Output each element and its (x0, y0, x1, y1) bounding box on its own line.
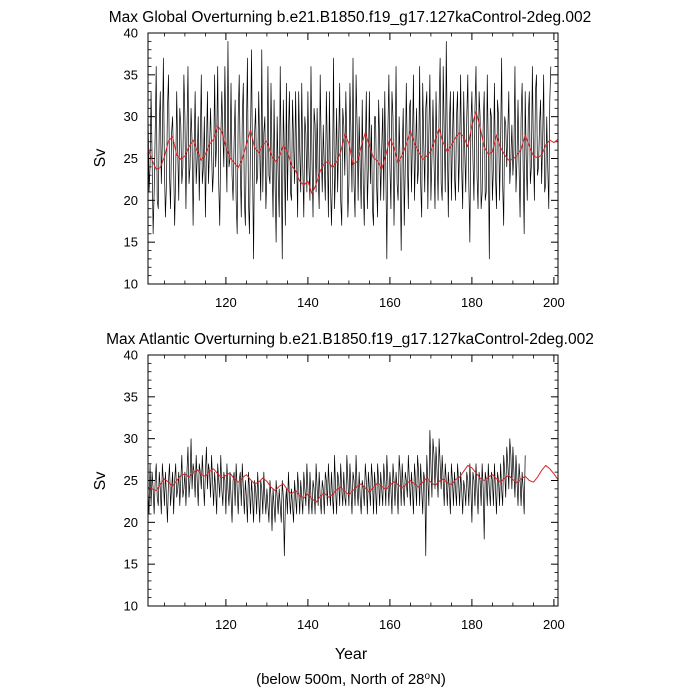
footer-prefix: (below 500m, North of 28 (256, 671, 424, 688)
footer-suffix: N) (430, 671, 446, 688)
y-axis-label-atlantic: Sv (92, 472, 109, 491)
chart-title-atlantic: Max Atlantic Overturning b.e21.B1850.f19… (106, 331, 594, 348)
footer-degree: o (425, 671, 431, 682)
y-tick-label: 30 (124, 431, 138, 446)
series-line-smoothed (147, 464, 559, 503)
y-tick-label: 15 (124, 235, 138, 250)
x-tick-label: 120 (215, 617, 237, 632)
series-line-annual (147, 429, 526, 557)
y-tick-label: 40 (124, 26, 138, 41)
x-tick-label: 180 (461, 617, 483, 632)
x-tick-label: 200 (543, 295, 565, 310)
x-axis-label: Year (335, 646, 368, 663)
y-tick-label: 20 (124, 515, 138, 530)
ticks-atlantic: 10 15 20 25 30 35 40 120 140 160 180 200 (124, 348, 565, 633)
x-tick-label: 200 (543, 617, 565, 632)
panel-atlantic: Max Atlantic Overturning b.e21.B1850.f19… (92, 331, 594, 663)
x-tick-label: 160 (379, 295, 401, 310)
plot-frame-atlantic (147, 354, 559, 607)
y-tick-label: 35 (124, 389, 138, 404)
footer-note: (below 500m, North of 28oN) (256, 671, 446, 688)
y-tick-label: 20 (124, 193, 138, 208)
x-tick-label: 140 (297, 617, 319, 632)
y-axis-label-global: Sv (92, 149, 109, 168)
x-tick-label: 120 (215, 295, 237, 310)
x-tick-label: 140 (297, 295, 319, 310)
plot-frame-global (147, 32, 559, 285)
series-global (147, 41, 559, 260)
y-tick-label: 25 (124, 151, 138, 166)
y-tick-label: 35 (124, 67, 138, 82)
y-tick-label: 15 (124, 557, 138, 572)
y-tick-label: 25 (124, 473, 138, 488)
y-tick-label: 10 (124, 277, 138, 292)
series-line-annual (147, 41, 552, 260)
series-line-smoothed (147, 111, 559, 195)
x-tick-label: 180 (461, 295, 483, 310)
x-tick-label: 160 (379, 617, 401, 632)
panel-global: Max Global Overturning b.e21.B1850.f19_g… (92, 9, 591, 310)
y-tick-label: 10 (124, 599, 138, 614)
y-tick-label: 30 (124, 109, 138, 124)
series-atlantic (147, 429, 559, 557)
y-tick-label: 40 (124, 348, 138, 363)
chart-title-global: Max Global Overturning b.e21.B1850.f19_g… (109, 9, 592, 26)
